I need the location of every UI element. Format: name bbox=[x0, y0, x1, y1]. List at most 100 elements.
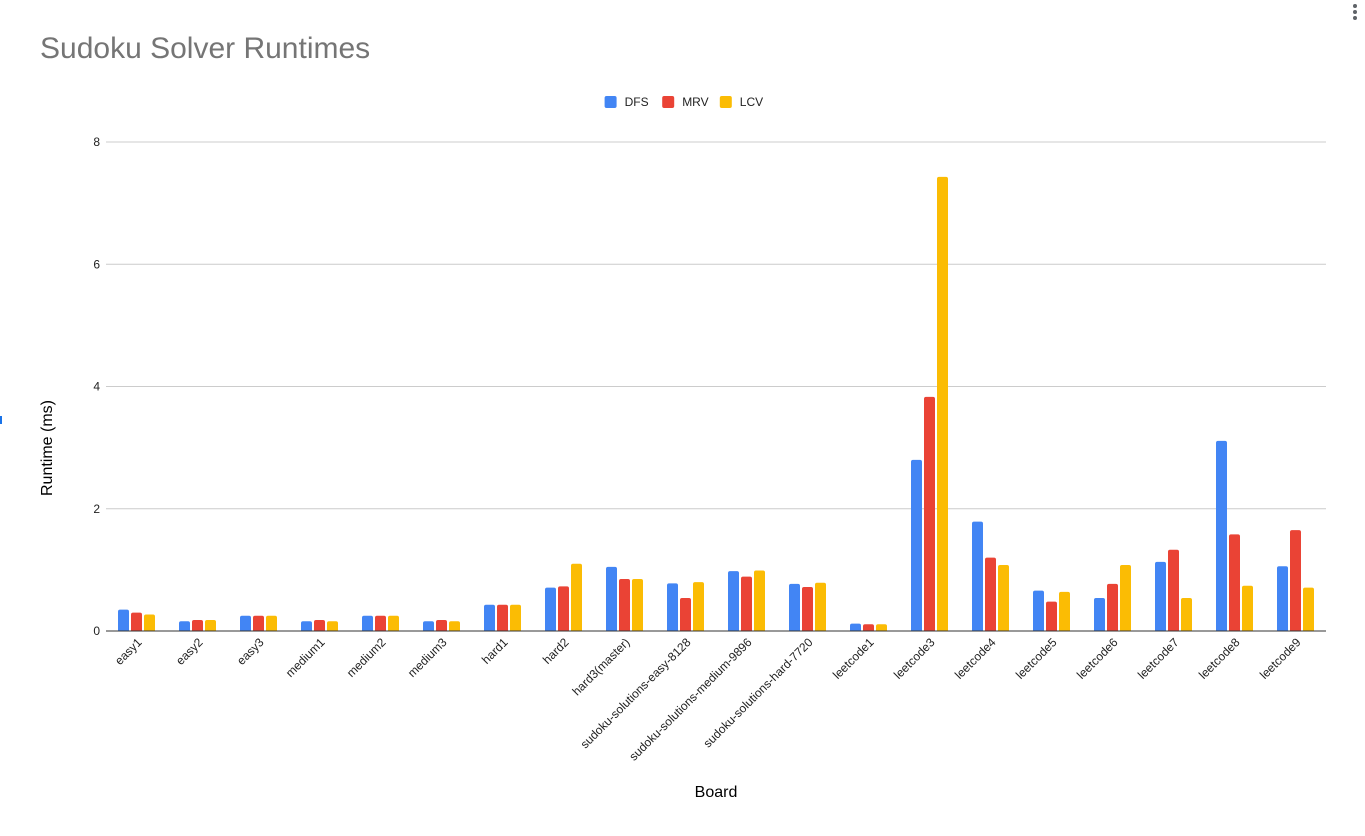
bar-lcv bbox=[144, 614, 155, 631]
bar-mrv bbox=[1290, 530, 1301, 631]
bar-mrv bbox=[1107, 583, 1118, 631]
bar-dfs bbox=[789, 583, 800, 631]
bar-dfs bbox=[1155, 561, 1166, 631]
bar-mrv bbox=[680, 597, 691, 631]
x-tick-label: leetcode4 bbox=[952, 635, 999, 682]
x-tick-label: hard1 bbox=[479, 635, 511, 667]
bar-lcv bbox=[693, 582, 704, 631]
bar-dfs bbox=[972, 521, 983, 631]
x-tick-label: sudoku-solutions-medium-9896 bbox=[626, 635, 755, 764]
legend-swatch bbox=[719, 96, 732, 108]
bar-mrv bbox=[985, 557, 996, 631]
bar-mrv bbox=[1046, 601, 1057, 631]
bar-dfs bbox=[1094, 597, 1105, 631]
bar-dfs bbox=[911, 459, 922, 631]
x-tick-label: leetcode9 bbox=[1257, 635, 1304, 682]
bar-dfs bbox=[1277, 566, 1288, 631]
x-tick-label: leetcode5 bbox=[1013, 635, 1060, 682]
bar-mrv bbox=[863, 624, 874, 631]
bar-dfs bbox=[362, 615, 373, 631]
bar-dfs bbox=[850, 623, 861, 631]
selection-marker bbox=[0, 416, 2, 424]
bar-dfs bbox=[301, 621, 312, 631]
more-options-icon[interactable] bbox=[1345, 2, 1365, 24]
x-tick-label: medium2 bbox=[344, 635, 389, 680]
bar-mrv bbox=[192, 619, 203, 631]
x-tick-label: medium1 bbox=[283, 635, 328, 680]
bar-mrv bbox=[131, 612, 142, 631]
bar-lcv bbox=[998, 564, 1009, 631]
chart-title: Sudoku Solver Runtimes bbox=[40, 32, 371, 65]
legend-label: DFS bbox=[625, 95, 649, 109]
y-tick-label: 4 bbox=[93, 380, 100, 394]
bar-lcv bbox=[1303, 587, 1314, 631]
bar-lcv bbox=[327, 621, 338, 631]
bar-mrv bbox=[741, 576, 752, 631]
bar-mrv bbox=[497, 604, 508, 631]
x-tick-label: sudoku-solutions-hard-7720 bbox=[701, 635, 816, 750]
bar-lcv bbox=[266, 615, 277, 631]
bar-dfs bbox=[118, 609, 129, 631]
bar-mrv bbox=[1229, 534, 1240, 631]
bar-dfs bbox=[667, 583, 678, 631]
bar-mrv bbox=[802, 586, 813, 631]
bar-lcv bbox=[1181, 597, 1192, 631]
bar-mrv bbox=[253, 615, 264, 631]
bar-lcv bbox=[449, 621, 460, 631]
bar-lcv bbox=[1059, 591, 1070, 631]
legend-label: MRV bbox=[682, 95, 708, 109]
y-tick-label: 0 bbox=[93, 624, 100, 638]
bar-lcv bbox=[754, 570, 765, 631]
bar-mrv bbox=[558, 586, 569, 631]
bar-dfs bbox=[423, 621, 434, 631]
bar-mrv bbox=[619, 579, 630, 631]
bar-lcv bbox=[388, 615, 399, 631]
bar-lcv bbox=[1120, 564, 1131, 631]
bar-lcv bbox=[815, 582, 826, 631]
bar-lcv bbox=[205, 619, 216, 631]
x-tick-label: hard3(master) bbox=[569, 635, 632, 698]
bar-dfs bbox=[179, 621, 190, 631]
bar-mrv bbox=[375, 615, 386, 631]
bar-dfs bbox=[545, 587, 556, 631]
x-tick-label: leetcode7 bbox=[1135, 635, 1182, 682]
y-tick-label: 6 bbox=[93, 257, 100, 271]
bar-dfs bbox=[1216, 440, 1227, 631]
x-tick-label: hard2 bbox=[540, 635, 572, 667]
x-tick-label: sudoku-solutions-easy-8128 bbox=[578, 635, 694, 751]
bar-dfs bbox=[606, 566, 617, 631]
x-tick-label: medium3 bbox=[405, 635, 450, 680]
bar-lcv bbox=[510, 604, 521, 631]
bars bbox=[118, 176, 1314, 631]
legend-swatch bbox=[604, 96, 617, 108]
bar-lcv bbox=[632, 579, 643, 631]
x-tick-label: leetcode8 bbox=[1196, 635, 1243, 682]
bar-dfs bbox=[728, 571, 739, 631]
x-tick-label: easy3 bbox=[234, 635, 267, 668]
x-tick-label: easy1 bbox=[112, 635, 145, 668]
legend-swatch bbox=[662, 96, 675, 108]
bar-lcv bbox=[1242, 585, 1253, 631]
bar-lcv bbox=[876, 624, 887, 631]
legend: DFS MRV LCV bbox=[604, 95, 763, 109]
bar-mrv bbox=[1168, 549, 1179, 631]
x-tick-label: leetcode6 bbox=[1074, 635, 1121, 682]
gridlines bbox=[106, 141, 1326, 510]
x-axis-title: Board bbox=[695, 784, 738, 801]
axes: 0 2 4 6 8 easy1 easy2 easy3 medium1 medium2 medium… bbox=[93, 135, 1326, 764]
bar-dfs bbox=[484, 604, 495, 631]
bar-mrv bbox=[314, 619, 325, 631]
bar-lcv bbox=[937, 176, 948, 631]
bar-dfs bbox=[240, 615, 251, 631]
y-tick-label: 2 bbox=[93, 502, 100, 516]
bar-mrv bbox=[924, 396, 935, 631]
x-tick-label: leetcode3 bbox=[891, 635, 938, 682]
legend-label: LCV bbox=[740, 95, 763, 109]
bar-lcv bbox=[571, 563, 582, 631]
y-axis-title: Runtime (ms) bbox=[39, 400, 56, 496]
bar-mrv bbox=[436, 619, 447, 631]
x-tick-label: leetcode1 bbox=[830, 635, 877, 682]
x-tick-label: easy2 bbox=[173, 635, 206, 668]
